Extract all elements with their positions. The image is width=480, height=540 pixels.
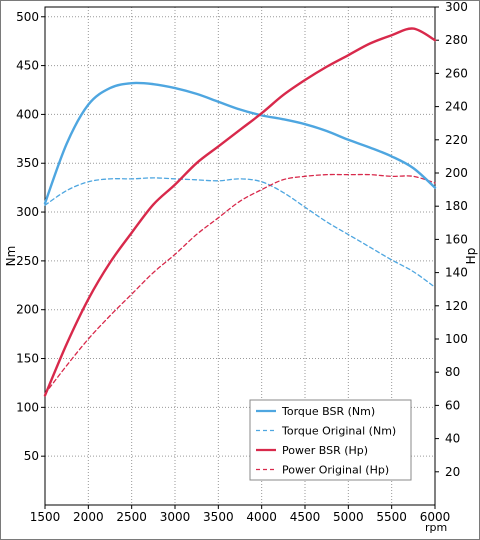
y-right-tick-label: 160 — [445, 232, 468, 246]
y-left-tick-label: 250 — [16, 254, 39, 268]
y-right-tick-label: 240 — [445, 100, 468, 114]
y-left-axis-label: Nm — [4, 246, 18, 267]
y-right-tick-label: 60 — [445, 398, 460, 412]
y-left-tick-label: 350 — [16, 156, 39, 170]
series-line-power-original-hp — [44, 173, 436, 395]
y-right-tick-label: 140 — [445, 266, 468, 280]
y-right-tick-label: 120 — [445, 299, 468, 313]
x-tick-label: 5000 — [333, 510, 364, 524]
y-left-tick-label: 300 — [16, 205, 39, 219]
y-left-tick-label: 50 — [24, 449, 39, 463]
x-tick-label: 2000 — [73, 510, 104, 524]
x-tick-label: 4500 — [290, 510, 321, 524]
legend-box — [249, 399, 412, 481]
plot-area — [44, 6, 436, 506]
series-line-torque-bsr-nm — [43, 81, 437, 205]
y-right-tick-label: 180 — [445, 199, 468, 213]
x-tick-label: 6000 — [420, 510, 451, 524]
legend-label-power-bsr-hp: Power BSR (Hp) — [282, 444, 368, 457]
y-right-tick-label: 100 — [445, 332, 468, 346]
x-tick-label: 5500 — [376, 510, 407, 524]
x-tick-label: 2500 — [116, 510, 147, 524]
y-right-tick-label: 260 — [445, 66, 468, 80]
series-line-power-bsr-hp — [43, 27, 437, 397]
y-right-tick-label: 200 — [445, 166, 468, 180]
left-axis: 50 100 150 200 250 300 350 400 450 500 — [16, 10, 45, 463]
series-line-torque-original-nm — [44, 177, 436, 288]
y-right-tick-label: 300 — [445, 0, 468, 14]
legend: Torque BSR (Nm) Torque Original (Nm) Power… — [249, 399, 412, 481]
y-left-tick-label: 200 — [16, 303, 39, 317]
y-right-axis-label: Hp — [464, 248, 478, 265]
legend-label-power-original-hp: Power Original (Hp) — [282, 464, 389, 477]
y-left-tick-label: 400 — [16, 107, 39, 121]
series-group — [43, 27, 437, 397]
grid-lines — [45, 7, 435, 505]
y-right-tick-label: 80 — [445, 365, 460, 379]
y-right-tick-label: 280 — [445, 33, 468, 47]
x-tick-label: 3000 — [160, 510, 191, 524]
y-right-tick-label: 20 — [445, 465, 460, 479]
x-axis-label: rpm — [425, 521, 447, 534]
y-right-tick-label: 40 — [445, 432, 460, 446]
y-left-tick-label: 450 — [16, 59, 39, 73]
legend-label-torque-original-nm: Torque Original (Nm) — [281, 425, 396, 438]
x-axis: 1500 2000 2500 3000 3500 4000 4500 5000 5500 6000 — [30, 505, 451, 524]
x-tick-label: 4000 — [246, 510, 277, 524]
y-right-tick-label: 220 — [445, 133, 468, 147]
x-tick-label: 3500 — [203, 510, 234, 524]
y-left-tick-label: 500 — [16, 10, 39, 24]
legend-label-torque-bsr-nm: Torque BSR (Nm) — [281, 405, 375, 418]
y-left-tick-label: 150 — [16, 352, 39, 366]
y-left-tick-label: 100 — [16, 400, 39, 414]
x-tick-label: 1500 — [30, 510, 61, 524]
right-axis: 20 40 60 80 100 120 140 160 180 200 220 240 260 280 30… — [435, 0, 468, 479]
